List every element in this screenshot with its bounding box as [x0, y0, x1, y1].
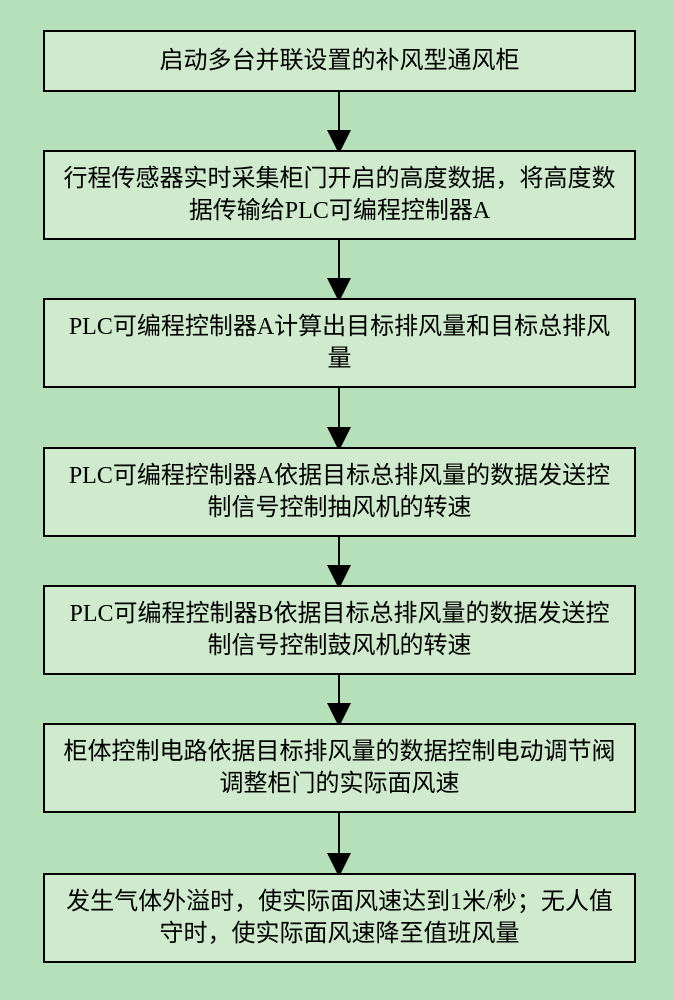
flow-node-n6: 柜体控制电路依据目标排风量的数据控制电动调节阀调整柜门的实际面风速: [43, 723, 636, 813]
flow-node-n3: PLC可编程控制器A计算出目标排风量和目标总排风量: [43, 298, 636, 388]
flowchart-canvas: 启动多台并联设置的补风型通风柜行程传感器实时采集柜门开启的高度数据，将高度数据传…: [0, 0, 674, 1000]
flow-node-label: PLC可编程控制器A计算出目标排风量和目标总排风量: [59, 311, 620, 376]
flow-node-n4: PLC可编程控制器A依据目标总排风量的数据发送控制信号控制抽风机的转速: [43, 447, 636, 537]
flow-node-label: PLC可编程控制器B依据目标总排风量的数据发送控制信号控制鼓风机的转速: [59, 598, 620, 663]
flow-node-n7: 发生气体外溢时，使实际面风速达到1米/秒；无人值守时，使实际面风速降至值班风量: [43, 873, 636, 963]
flow-node-label: 柜体控制电路依据目标排风量的数据控制电动调节阀调整柜门的实际面风速: [59, 736, 620, 801]
flow-node-n5: PLC可编程控制器B依据目标总排风量的数据发送控制信号控制鼓风机的转速: [43, 585, 636, 675]
flow-node-label: 启动多台并联设置的补风型通风柜: [160, 45, 520, 77]
flow-node-n1: 启动多台并联设置的补风型通风柜: [43, 30, 636, 92]
flow-node-label: 行程传感器实时采集柜门开启的高度数据，将高度数据传输给PLC可编程控制器A: [59, 163, 620, 228]
flow-node-n2: 行程传感器实时采集柜门开启的高度数据，将高度数据传输给PLC可编程控制器A: [43, 150, 636, 240]
flow-node-label: PLC可编程控制器A依据目标总排风量的数据发送控制信号控制抽风机的转速: [59, 460, 620, 525]
flow-node-label: 发生气体外溢时，使实际面风速达到1米/秒；无人值守时，使实际面风速降至值班风量: [59, 886, 620, 951]
